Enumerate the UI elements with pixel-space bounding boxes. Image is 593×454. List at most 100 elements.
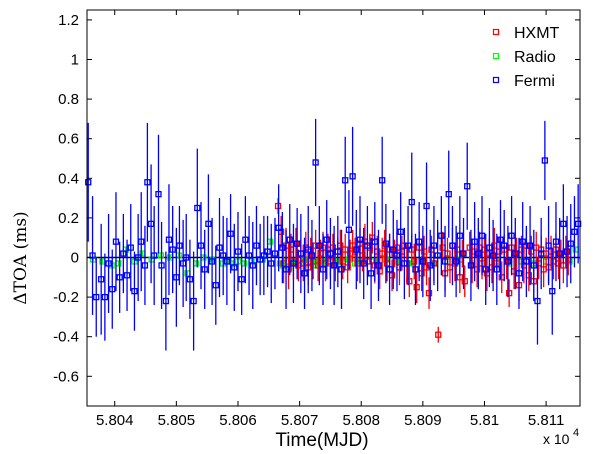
data-point bbox=[508, 232, 515, 239]
data-point bbox=[575, 220, 582, 227]
plot-area bbox=[85, 118, 582, 351]
y-tick-label: 0 bbox=[71, 250, 79, 267]
data-point bbox=[264, 248, 271, 255]
data-point bbox=[116, 274, 123, 281]
data-point bbox=[98, 276, 105, 283]
y-tick-label: 0.8 bbox=[58, 91, 79, 108]
x-tick-label: 5.808 bbox=[342, 412, 380, 429]
data-point bbox=[371, 238, 378, 245]
x-tick-label: 5.81 bbox=[470, 412, 499, 429]
data-point bbox=[312, 242, 319, 249]
data-point bbox=[120, 250, 127, 257]
data-point bbox=[286, 236, 293, 243]
data-point bbox=[275, 224, 282, 231]
data-point bbox=[138, 238, 145, 245]
x-tick-label: 5.805 bbox=[158, 412, 196, 429]
data-point bbox=[319, 266, 327, 273]
data-point bbox=[367, 270, 375, 277]
data-point bbox=[293, 240, 301, 247]
data-point bbox=[534, 297, 541, 305]
data-point bbox=[404, 242, 412, 249]
data-point bbox=[279, 244, 286, 251]
x-multiplier-exponent: 4 bbox=[573, 427, 579, 439]
data-point bbox=[390, 246, 397, 253]
data-point bbox=[497, 236, 504, 243]
data-point bbox=[93, 293, 100, 301]
data-point bbox=[411, 258, 418, 265]
data-point bbox=[501, 242, 508, 249]
data-point bbox=[349, 173, 356, 180]
data-point bbox=[560, 220, 567, 227]
legend-label-radio: Radio bbox=[514, 49, 556, 66]
x-tick-label: 5.804 bbox=[96, 412, 134, 429]
data-point bbox=[194, 204, 201, 212]
data-point bbox=[297, 250, 304, 257]
data-point bbox=[227, 230, 234, 237]
data-point bbox=[208, 258, 216, 265]
data-point bbox=[376, 268, 383, 275]
data-point bbox=[109, 286, 116, 293]
data-point bbox=[419, 258, 427, 265]
data-point bbox=[571, 228, 578, 235]
y-tick-label: 0.6 bbox=[58, 131, 79, 148]
data-point bbox=[238, 276, 245, 283]
data-point bbox=[538, 250, 545, 257]
data-point bbox=[434, 252, 441, 259]
data-point bbox=[101, 293, 109, 301]
data-point bbox=[445, 190, 452, 198]
data-point bbox=[416, 238, 423, 245]
data-point bbox=[253, 242, 260, 249]
data-point bbox=[567, 240, 574, 247]
data-point bbox=[464, 183, 471, 190]
legend-marker-radio bbox=[492, 52, 500, 60]
data-point bbox=[356, 236, 364, 243]
data-point bbox=[360, 260, 367, 267]
data-point bbox=[242, 236, 249, 243]
data-point bbox=[268, 260, 275, 267]
data-point bbox=[541, 157, 549, 164]
data-point bbox=[423, 202, 430, 210]
y-tick-label: -0.4 bbox=[53, 329, 79, 346]
data-point bbox=[530, 262, 537, 269]
y-tick-label: 1 bbox=[71, 52, 79, 69]
data-point bbox=[460, 250, 467, 257]
data-point bbox=[552, 238, 560, 245]
data-point bbox=[486, 244, 493, 251]
data-point bbox=[427, 262, 434, 269]
data-point bbox=[257, 256, 264, 263]
data-point bbox=[382, 240, 390, 247]
data-point bbox=[89, 252, 96, 259]
data-point bbox=[452, 258, 460, 265]
data-point bbox=[393, 252, 401, 259]
data-point bbox=[549, 288, 556, 295]
data-point bbox=[438, 232, 445, 239]
data-point bbox=[425, 289, 433, 297]
y-tick-label: -0.6 bbox=[53, 368, 79, 385]
data-point bbox=[249, 262, 256, 269]
data-point bbox=[397, 228, 404, 235]
data-point bbox=[183, 254, 190, 261]
data-point bbox=[234, 248, 242, 255]
data-point bbox=[144, 179, 151, 186]
data-point bbox=[461, 278, 468, 285]
data-point bbox=[162, 297, 170, 305]
data-point bbox=[353, 246, 360, 253]
data-point bbox=[526, 242, 534, 249]
axes-frame bbox=[86, 9, 581, 407]
y-axis-title: ΔTOA (ms) bbox=[11, 211, 31, 304]
legend-label-hxmt: HXMT bbox=[514, 25, 560, 42]
data-point bbox=[327, 250, 334, 257]
data-point bbox=[223, 258, 231, 265]
data-point bbox=[197, 242, 205, 249]
data-point bbox=[505, 289, 513, 297]
y-tick-label: -0.2 bbox=[53, 289, 79, 306]
data-point bbox=[556, 250, 563, 257]
data-point bbox=[305, 246, 312, 253]
data-point bbox=[456, 232, 463, 239]
data-point bbox=[201, 266, 208, 273]
x-tick-label: 5.811 bbox=[528, 412, 564, 429]
data-point bbox=[345, 226, 353, 233]
data-point bbox=[545, 242, 552, 249]
data-point bbox=[169, 246, 176, 253]
